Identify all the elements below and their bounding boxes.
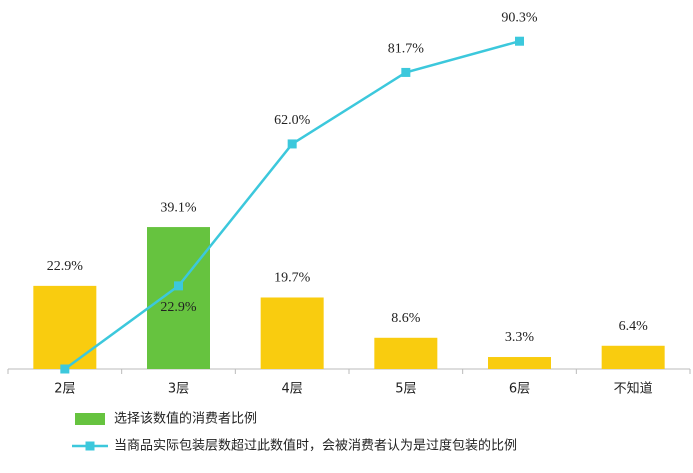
bar-value-label: 39.1%: [160, 200, 197, 215]
line-marker: [174, 281, 183, 291]
bar: [147, 227, 210, 369]
line-marker: [60, 364, 70, 374]
line-value-label: 81.7%: [388, 42, 425, 57]
line-value-label: 62.0%: [274, 113, 311, 128]
line-value-label: 22.9%: [160, 300, 197, 315]
x-tick-label: 5层: [395, 382, 416, 397]
line-marker: [515, 36, 524, 46]
legend-label: 选择该数值的消费者比例: [114, 411, 257, 427]
x-tick-label: 2层: [54, 382, 75, 397]
x-tick-label: 不知道: [614, 381, 653, 397]
line-value-label: 90.3%: [501, 10, 538, 25]
x-tick-label: 6层: [509, 382, 530, 397]
bar: [374, 337, 438, 369]
bar: [33, 285, 97, 369]
x-tick-label: 3层: [168, 382, 189, 397]
legend-label: 当商品实际包装层数超过此数值时，会被消费者认为是过度包装的比例: [114, 438, 517, 454]
bar-value-label: 6.4%: [619, 319, 649, 334]
bar-value-label: 19.7%: [274, 271, 311, 286]
bar-value-label: 3.3%: [505, 330, 535, 345]
line-marker: [401, 67, 411, 77]
bar-value-label: 22.9%: [47, 259, 84, 274]
legend-marker: [85, 441, 95, 451]
line-marker: [287, 139, 297, 149]
bar: [260, 297, 324, 369]
bar: [601, 345, 665, 369]
x-tick-label: 4层: [282, 382, 303, 397]
bar-value-label: 8.6%: [391, 311, 421, 326]
bar: [488, 357, 551, 369]
legend-swatch: [75, 413, 105, 425]
